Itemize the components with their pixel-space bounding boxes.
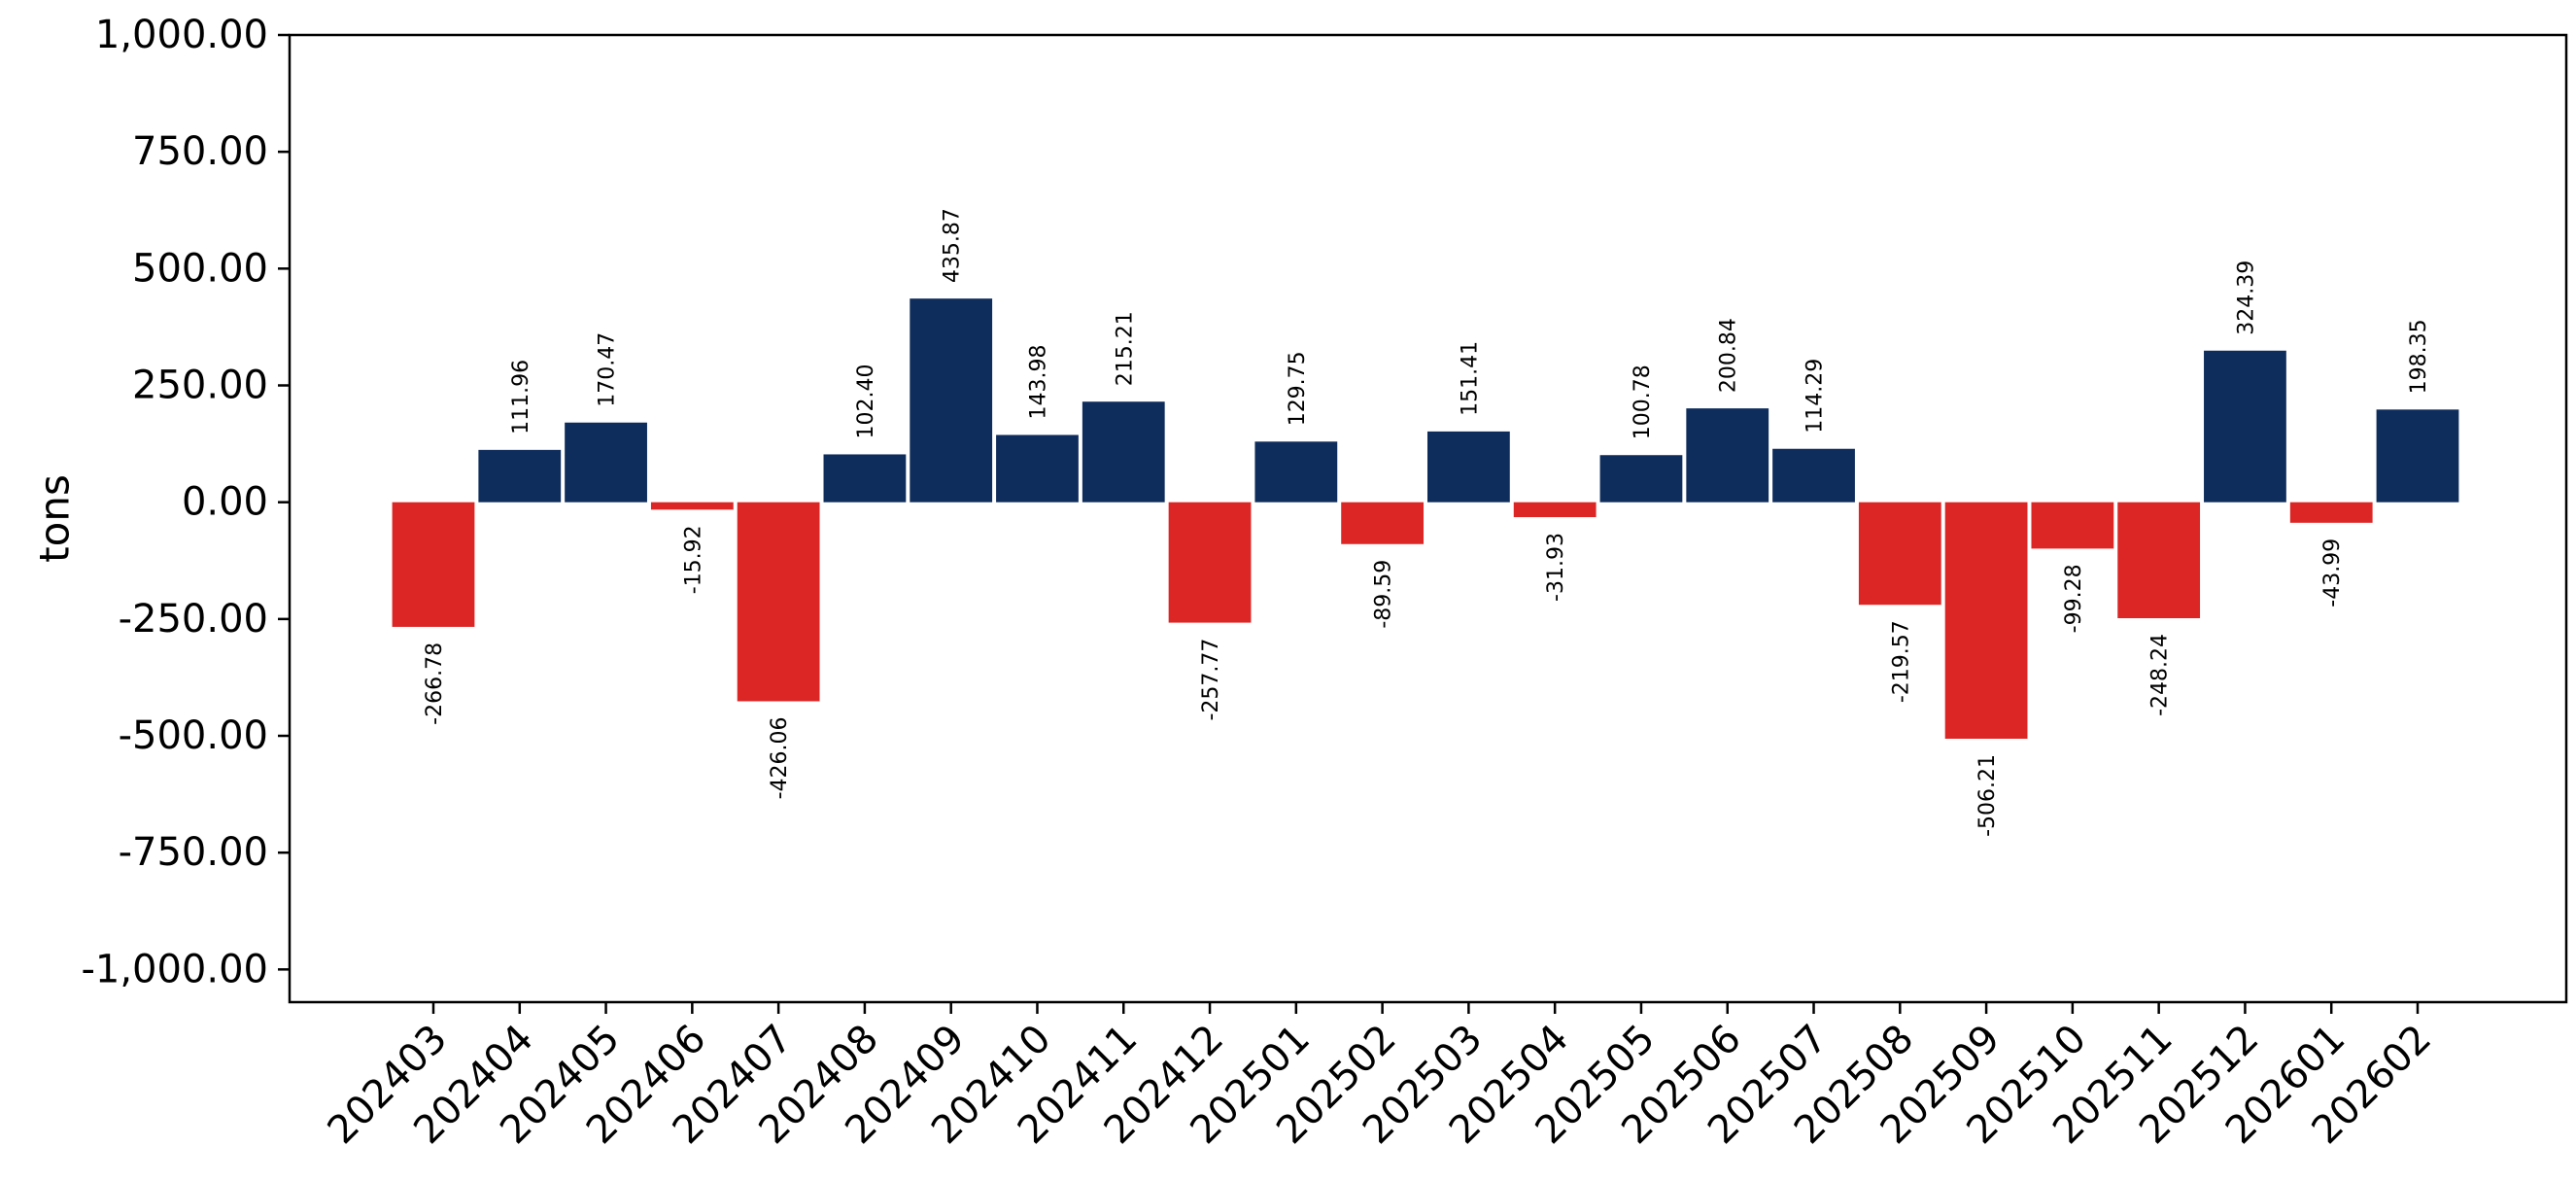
y-tick-label: -1,000.00 bbox=[81, 947, 268, 991]
data-label-202403: -266.78 bbox=[423, 643, 447, 725]
data-label-202509: -506.21 bbox=[1975, 754, 2000, 837]
bars-group bbox=[392, 298, 2459, 739]
data-label-202504: -31.93 bbox=[1544, 533, 1568, 602]
bar-202502 bbox=[1341, 502, 1425, 544]
bar-202411 bbox=[1082, 401, 1165, 503]
bar-202410 bbox=[996, 434, 1079, 503]
bar-202412 bbox=[1168, 502, 1252, 623]
data-label-202512: 324.39 bbox=[2234, 261, 2258, 335]
y-tick-label: 500.00 bbox=[132, 246, 268, 291]
data-label-202411: 215.21 bbox=[1113, 311, 1137, 386]
bar-202506 bbox=[1686, 408, 1769, 503]
bar-202403 bbox=[392, 502, 475, 627]
data-label-202507: 114.29 bbox=[1803, 359, 1828, 434]
y-tick-label: 1,000.00 bbox=[95, 13, 268, 57]
data-label-202502: -89.59 bbox=[1372, 560, 1396, 629]
data-label-202405: 170.47 bbox=[596, 332, 620, 407]
bar-202505 bbox=[1599, 455, 1683, 503]
data-label-202409: 435.87 bbox=[941, 208, 965, 283]
data-label-202404: 111.96 bbox=[509, 360, 533, 434]
y-tick-label: -500.00 bbox=[119, 713, 268, 758]
data-labels-group: -266.78 111.96 170.47 -15.92 -426.06 102.40 43… bbox=[423, 208, 2431, 837]
data-label-202602: 198.35 bbox=[2407, 319, 2431, 394]
y-axis-title: tons bbox=[31, 474, 79, 563]
data-label-202408: 102.40 bbox=[854, 364, 878, 438]
data-label-202410: 143.98 bbox=[1026, 344, 1050, 419]
bar-202508 bbox=[1858, 502, 1941, 606]
y-tick-label: -250.00 bbox=[119, 597, 268, 642]
bar-202504 bbox=[1513, 502, 1597, 518]
data-label-202407: -426.06 bbox=[768, 716, 792, 799]
bar-202406 bbox=[650, 502, 734, 510]
bar-202511 bbox=[2117, 502, 2201, 618]
data-label-202511: -248.24 bbox=[2148, 634, 2173, 716]
plot-frame bbox=[288, 33, 2568, 1004]
bar-202512 bbox=[2204, 350, 2286, 503]
bar-202510 bbox=[2031, 502, 2114, 549]
y-tick-label: 250.00 bbox=[132, 364, 268, 408]
bar-202602 bbox=[2376, 409, 2459, 503]
data-label-202406: -15.92 bbox=[681, 525, 705, 594]
data-label-202506: 200.84 bbox=[1717, 318, 1741, 393]
bar-202501 bbox=[1254, 441, 1338, 503]
bar-202409 bbox=[910, 298, 993, 503]
data-label-202503: 151.41 bbox=[1458, 341, 1482, 416]
bar-202405 bbox=[565, 422, 647, 503]
y-tick-label: -750.00 bbox=[119, 830, 268, 875]
y-tick-label: 750.00 bbox=[132, 129, 268, 174]
bar-202507 bbox=[1772, 448, 1855, 503]
data-label-202510: -99.28 bbox=[2062, 564, 2086, 633]
data-label-202501: 129.75 bbox=[1286, 351, 1310, 426]
data-label-202601: -43.99 bbox=[2320, 538, 2345, 608]
bar-202503 bbox=[1426, 431, 1510, 503]
data-label-202412: -257.77 bbox=[1199, 639, 1223, 721]
bar-202509 bbox=[1944, 502, 2028, 739]
y-tick-label: 0.00 bbox=[182, 480, 268, 525]
bar-202407 bbox=[737, 502, 820, 702]
data-label-202508: -219.57 bbox=[1889, 620, 1913, 703]
data-label-202505: 100.78 bbox=[1631, 365, 1655, 439]
bar-202404 bbox=[478, 449, 562, 503]
bar-202601 bbox=[2289, 502, 2373, 523]
bar-202408 bbox=[823, 454, 907, 503]
y-axis: 1,000.00 750.00 500.00 250.00 0.00 -250.00 -50… bbox=[81, 13, 290, 991]
x-axis: 2024032024042024052024062024072024082024… bbox=[320, 1002, 2440, 1153]
